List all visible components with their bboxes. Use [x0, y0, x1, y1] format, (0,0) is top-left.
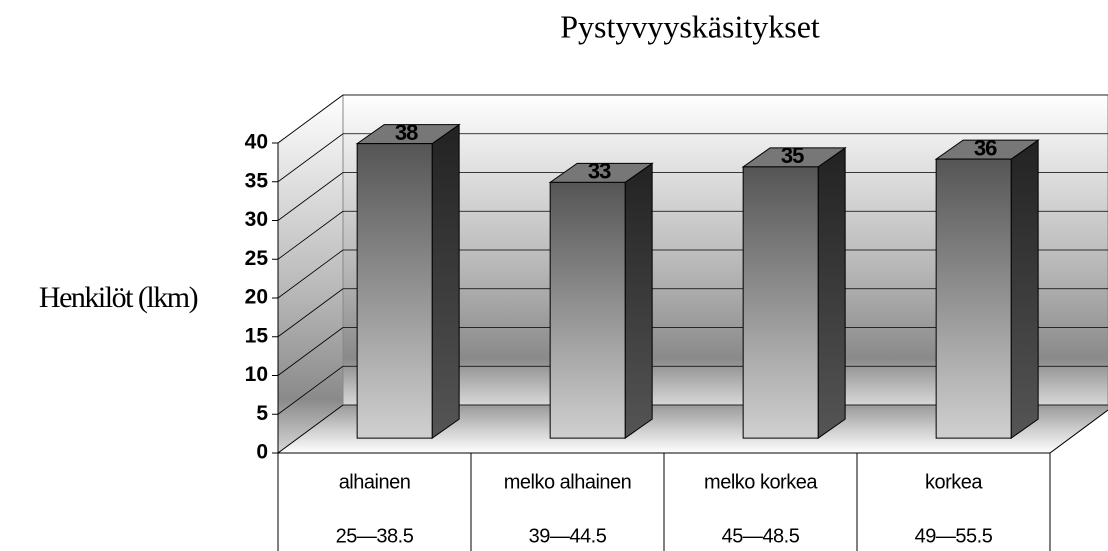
x-tick-label: alhainen — [339, 471, 411, 493]
x-tick-range: 45—48.5 — [722, 525, 800, 547]
grid-line — [277, 365, 344, 415]
x-tick-label: korkea — [925, 471, 983, 493]
x-tick-label: melko alhainen — [504, 471, 632, 493]
x-tick-range: 49—55.5 — [915, 525, 993, 547]
y-tick-label: 30 — [245, 208, 268, 231]
bar — [935, 158, 1012, 439]
bar-side — [1010, 139, 1039, 440]
grid-line — [277, 133, 344, 183]
bar-side — [624, 162, 653, 440]
x-tick-range: 25—38.5 — [336, 525, 414, 547]
bar — [742, 166, 819, 439]
grid-line — [277, 249, 344, 299]
data-label: 38 — [395, 120, 418, 145]
grid-line — [277, 94, 344, 144]
grid-line — [277, 210, 344, 260]
data-label: 35 — [781, 143, 804, 168]
bar-side — [817, 146, 846, 440]
y-tick-label: 15 — [245, 324, 269, 347]
bar — [356, 143, 433, 439]
bar — [549, 181, 626, 439]
y-tick-label: 35 — [245, 169, 269, 192]
grid-line — [277, 172, 344, 221]
grid-line — [277, 404, 344, 454]
grid-line — [277, 288, 344, 338]
x-tick-range: 39—44.5 — [529, 525, 607, 547]
data-label: 36 — [974, 135, 997, 160]
y-tick-label: 40 — [245, 131, 268, 154]
grid-line — [277, 327, 344, 376]
data-label: 33 — [588, 159, 611, 184]
y-tick-label: 5 — [256, 402, 268, 425]
y-tick-label: 20 — [245, 286, 268, 309]
floor-edge — [1049, 409, 1108, 454]
y-tick-label: 25 — [245, 247, 269, 270]
y-tick-label: 10 — [245, 363, 268, 386]
y-tick-label: 0 — [256, 441, 268, 464]
bar-side — [431, 123, 460, 440]
y-axis-label: Henkilöt (lkm) — [39, 281, 198, 314]
x-tick-label: melko korkea — [704, 471, 818, 493]
chart-title: Pystyvyyskäsitykset — [560, 8, 820, 44]
